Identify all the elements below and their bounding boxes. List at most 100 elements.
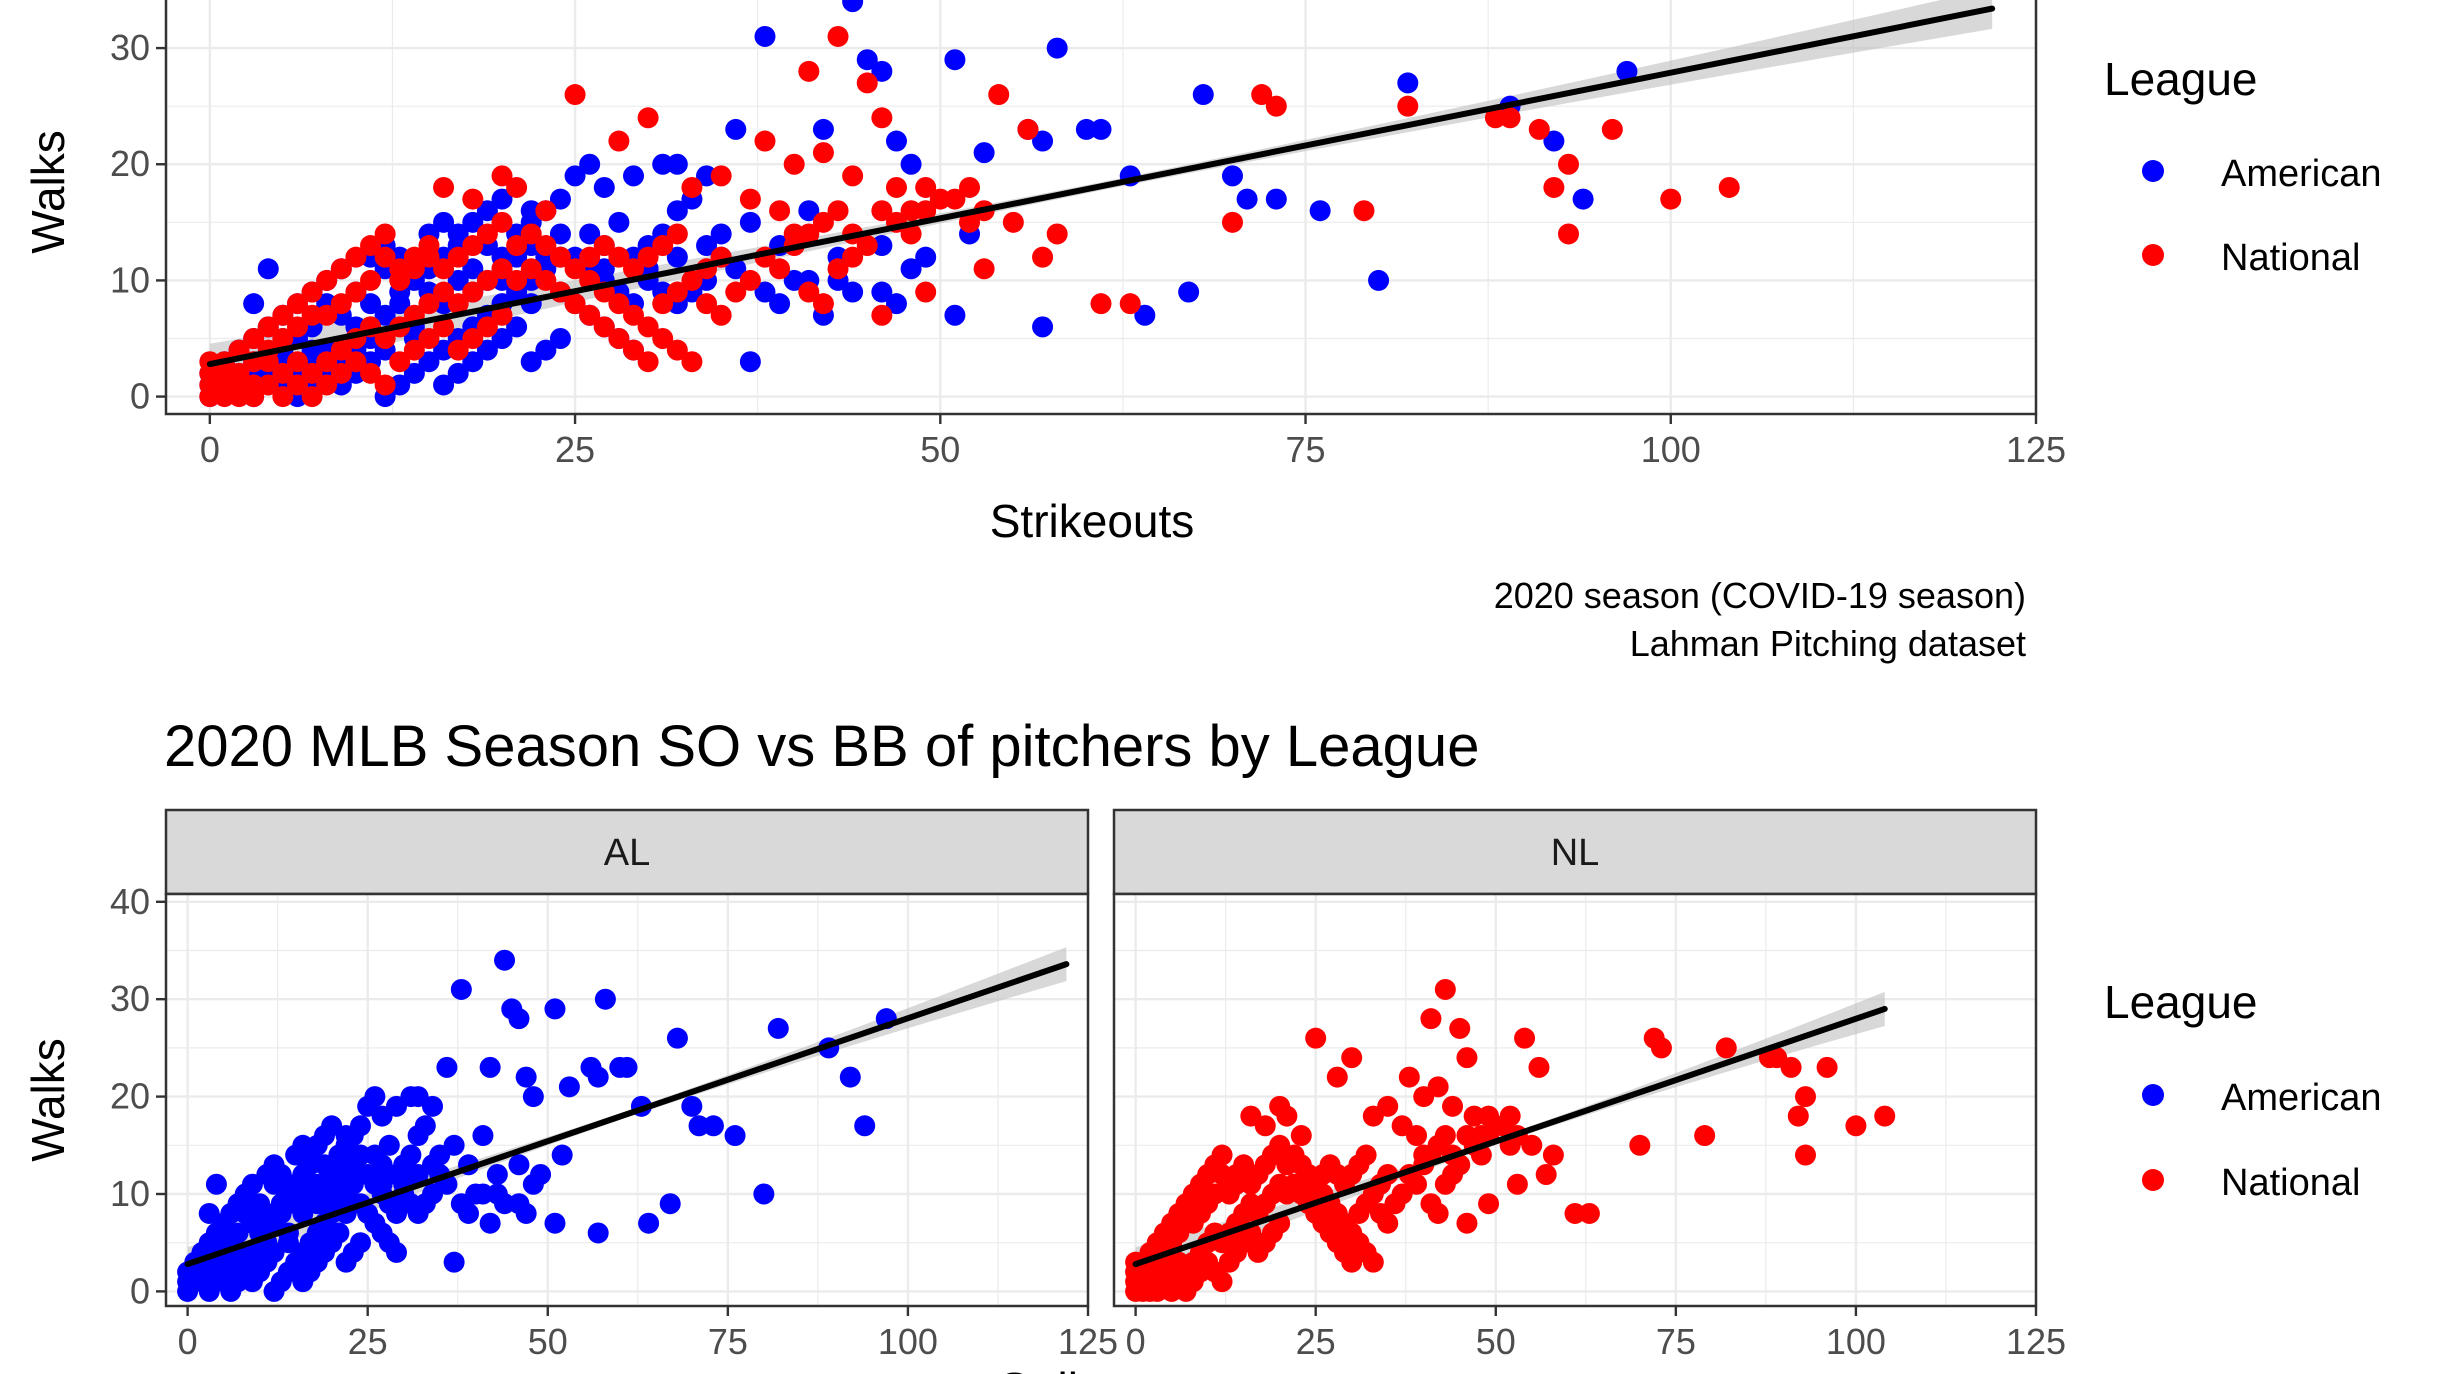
x-tick-label: 0 xyxy=(200,429,220,470)
data-point-national xyxy=(1542,1144,1564,1166)
y-tick-label: 30 xyxy=(110,978,150,1019)
data-point-national xyxy=(476,316,498,338)
data-point-national xyxy=(506,176,528,198)
data-point-american xyxy=(177,1271,199,1293)
data-point-american xyxy=(688,1115,710,1137)
data-point-national xyxy=(1787,1105,1809,1127)
data-point-national xyxy=(1718,176,1740,198)
data-point-national xyxy=(272,362,294,384)
data-point-national xyxy=(623,339,644,361)
data-point-national xyxy=(316,351,338,373)
data-point-national xyxy=(812,293,834,315)
data-point-national xyxy=(812,142,834,164)
data-point-american xyxy=(551,1144,573,1166)
data-point-american xyxy=(666,246,688,268)
data-point-american xyxy=(349,1144,371,1166)
data-point-national xyxy=(564,84,586,106)
data-point-national xyxy=(769,200,791,222)
data-point-american xyxy=(702,1115,724,1137)
data-point-american xyxy=(587,1066,609,1088)
data-point-national xyxy=(1397,95,1419,117)
data-point-national xyxy=(900,223,922,245)
data-point-national xyxy=(1398,1066,1420,1088)
data-point-american xyxy=(915,246,937,268)
data-point-american xyxy=(1178,281,1200,303)
data-point-national xyxy=(900,200,922,222)
data-point-american xyxy=(243,293,265,315)
data-point-american xyxy=(198,1280,220,1302)
data-point-american xyxy=(462,258,484,280)
data-point-american xyxy=(479,1056,501,1078)
data-point-american xyxy=(587,1222,609,1244)
x-tick-label: 125 xyxy=(2006,1321,2066,1362)
data-point-american xyxy=(871,281,893,303)
data-point-national xyxy=(535,269,557,291)
x-tick-label: 50 xyxy=(528,1321,568,1362)
data-point-national xyxy=(316,304,338,326)
data-point-american xyxy=(342,1164,364,1186)
data-point-national xyxy=(827,25,849,47)
x-tick-label: 0 xyxy=(1126,1321,1146,1362)
data-point-national xyxy=(1456,1047,1478,1069)
data-point-national xyxy=(1650,1037,1672,1059)
data-point-national xyxy=(608,246,630,268)
data-point-national xyxy=(681,176,703,198)
top-panel-border xyxy=(164,0,2038,416)
data-point-national xyxy=(827,200,849,222)
data-point-national xyxy=(213,362,235,384)
data-point-american xyxy=(462,351,484,373)
data-point-american xyxy=(593,176,615,198)
data-point-american xyxy=(885,130,907,152)
data-point-national xyxy=(1090,293,1112,315)
data-point-national xyxy=(506,269,528,291)
data-point-national xyxy=(754,130,776,152)
data-point-national xyxy=(1353,200,1375,222)
bottom-legend-label-national: National xyxy=(2221,1162,2360,1204)
bottom-y-axis-title: Walks xyxy=(22,1038,74,1162)
data-point-national xyxy=(1002,211,1024,233)
data-point-national xyxy=(1795,1144,1816,1166)
data-point-american xyxy=(389,374,411,396)
data-point-national xyxy=(272,327,294,349)
data-point-national xyxy=(418,293,440,315)
facet-al-panel: AL 0 25 50 75 100 125 0 10 20 30 40 xyxy=(110,808,1118,1362)
data-point-national xyxy=(491,165,513,187)
data-point-american xyxy=(739,351,761,373)
data-point-national xyxy=(1506,1173,1528,1195)
data-point-national xyxy=(462,188,484,210)
data-point-national xyxy=(739,269,761,291)
data-point-national xyxy=(1290,1125,1312,1147)
data-point-american xyxy=(871,235,893,257)
data-point-national xyxy=(725,281,747,303)
data-point-national xyxy=(301,304,323,326)
data-point-american xyxy=(842,0,864,13)
top-legend-key-national xyxy=(2142,244,2164,266)
data-point-national xyxy=(637,351,659,373)
data-point-american xyxy=(696,165,718,187)
data-point-american xyxy=(1572,188,1594,210)
data-point-american xyxy=(433,339,455,361)
data-point-national xyxy=(1601,118,1623,140)
data-point-american xyxy=(564,165,586,187)
data-point-american xyxy=(885,293,907,315)
y-tick-label: 0 xyxy=(130,376,150,417)
y-tick-label: 40 xyxy=(110,881,150,922)
data-point-american xyxy=(522,1086,544,1108)
data-point-american xyxy=(371,1173,393,1195)
data-point-american xyxy=(856,49,878,71)
data-point-american xyxy=(710,223,732,245)
data-point-national xyxy=(374,327,396,349)
data-point-american xyxy=(638,1212,660,1234)
data-point-national xyxy=(637,107,659,129)
data-point-national xyxy=(433,258,455,280)
data-point-american xyxy=(739,211,761,233)
data-point-national xyxy=(915,281,937,303)
data-point-american xyxy=(486,1164,508,1186)
data-point-national xyxy=(637,316,659,338)
data-point-american xyxy=(652,153,674,175)
data-point-national xyxy=(316,269,338,291)
data-point-national xyxy=(1795,1086,1816,1108)
facet-al-trend-line xyxy=(184,961,1070,1268)
data-point-national xyxy=(491,211,513,233)
